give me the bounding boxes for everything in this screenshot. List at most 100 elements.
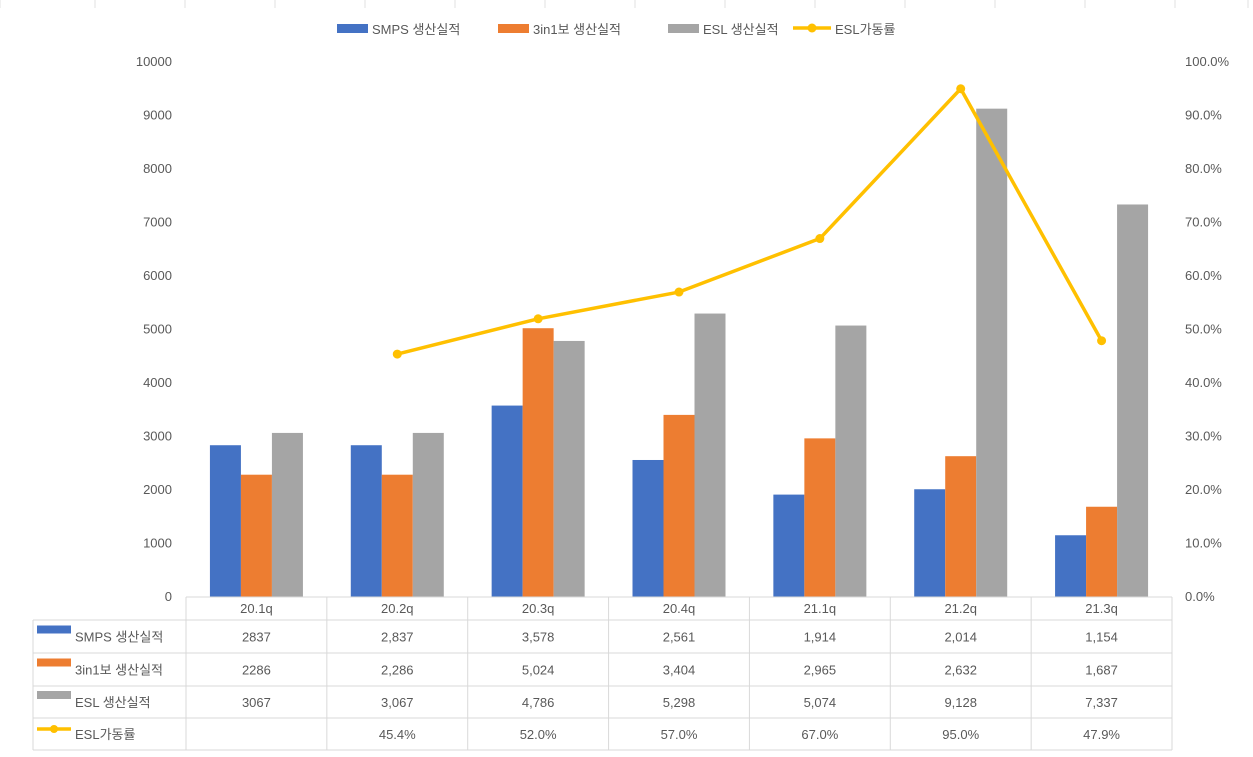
line-point	[392, 349, 402, 359]
bar-2-20.1q	[271, 432, 303, 597]
bar-0-21.2q	[914, 489, 946, 597]
bar-2-21.3q	[1117, 204, 1149, 597]
bar-0-20.1q	[209, 445, 241, 597]
bar-1-20.3q	[522, 328, 554, 597]
y2-tick-label: 70.0%	[1185, 215, 1222, 230]
bar-2-20.2q	[412, 432, 444, 597]
y2-tick-label: 50.0%	[1185, 322, 1222, 337]
y2-tick-label: 0.0%	[1185, 589, 1215, 604]
table-cell: 7,337	[1085, 695, 1118, 710]
y-tick-label: 1000	[143, 536, 172, 551]
legend-item: ESL 생산실적	[668, 22, 779, 37]
table-cell: 2,014	[944, 630, 977, 645]
y-tick-label: 7000	[143, 215, 172, 230]
y2-tick-label: 100.0%	[1185, 54, 1230, 69]
table-cell: 3,404	[663, 663, 696, 678]
bar-1-20.1q	[240, 474, 272, 597]
line-esl-rate	[396, 87, 1104, 356]
table-cell: 3,578	[522, 630, 555, 645]
y-tick-label: 5000	[143, 322, 172, 337]
line-point	[674, 287, 684, 297]
y2-tick-label: 30.0%	[1185, 429, 1222, 444]
bar-0-20.4q	[632, 459, 664, 597]
y2-tick-label: 40.0%	[1185, 375, 1222, 390]
category-label: 20.1q	[240, 601, 273, 616]
table-cell: 5,074	[804, 695, 837, 710]
bar-0-21.3q	[1055, 535, 1087, 597]
bar-2-20.3q	[553, 340, 585, 597]
table-row-label: ESL 생산실적	[75, 695, 151, 710]
table-legend-marker	[50, 725, 58, 733]
y-tick-label: 0	[165, 589, 172, 604]
table-cell: 1,687	[1085, 663, 1118, 678]
table-cell: 47.9%	[1083, 727, 1120, 742]
table-row-label: ESL가동률	[75, 727, 135, 742]
legend-label: SMPS 생산실적	[372, 22, 460, 37]
y2-tick-label: 10.0%	[1185, 536, 1222, 551]
table-legend-key	[37, 625, 71, 634]
table-cell: 2,561	[663, 630, 696, 645]
bar-2-21.1q	[835, 325, 867, 597]
legend-label: 3in1보 생산실적	[533, 22, 621, 37]
legend-item: SMPS 생산실적	[337, 22, 460, 37]
category-label: 20.4q	[663, 601, 696, 616]
legend-label: ESL 생산실적	[703, 22, 779, 37]
y-tick-label: 8000	[143, 161, 172, 176]
category-label: 21.1q	[804, 601, 837, 616]
table-cell: 2837	[242, 630, 271, 645]
y2-tick-label: 20.0%	[1185, 482, 1222, 497]
table-cell: 1,914	[804, 630, 837, 645]
y-tick-label: 2000	[143, 482, 172, 497]
legend-item: ESL가동률	[793, 22, 895, 37]
table-legend-key	[37, 691, 71, 699]
table-cell: 2,286	[381, 663, 414, 678]
table-row-label: SMPS 생산실적	[75, 630, 163, 645]
y-tick-label: 10000	[136, 54, 172, 69]
y-tick-label: 6000	[143, 268, 172, 283]
table-cell: 67.0%	[801, 727, 838, 742]
legend-label: ESL가동률	[835, 22, 895, 37]
legend-item: 3in1보 생산실적	[498, 22, 621, 37]
table-cell: 2,837	[381, 630, 414, 645]
bar-0-21.1q	[773, 494, 805, 597]
bar-2-21.2q	[976, 108, 1008, 597]
table-cell: 3,067	[381, 695, 414, 710]
table-cell: 95.0%	[942, 727, 979, 742]
y-tick-label: 4000	[143, 375, 172, 390]
table-cell: 5,298	[663, 695, 696, 710]
category-label: 20.2q	[381, 601, 414, 616]
category-label: 21.2q	[944, 601, 977, 616]
table-cell: 2286	[242, 663, 271, 678]
line-point	[815, 234, 825, 244]
bar-1-21.2q	[945, 456, 977, 597]
table-cell: 2,632	[944, 663, 977, 678]
bar-1-20.2q	[381, 474, 413, 597]
line-point	[956, 84, 966, 94]
line-point	[1097, 336, 1107, 346]
table-cell: 4,786	[522, 695, 555, 710]
table-cell: 1,154	[1085, 630, 1118, 645]
table-cell: 2,965	[804, 663, 837, 678]
bar-2-20.4q	[694, 313, 726, 597]
bar-0-20.3q	[491, 405, 523, 597]
table-cell: 57.0%	[661, 727, 698, 742]
category-label: 21.3q	[1085, 601, 1118, 616]
category-label: 20.3q	[522, 601, 555, 616]
legend-swatch	[498, 24, 529, 33]
table-cell: 45.4%	[379, 727, 416, 742]
bar-1-21.1q	[804, 438, 836, 597]
legend-swatch	[337, 24, 368, 33]
y-tick-label: 3000	[143, 429, 172, 444]
legend-marker	[807, 23, 817, 33]
table-legend-key	[37, 658, 71, 667]
y2-tick-label: 90.0%	[1185, 108, 1222, 123]
line-point	[533, 314, 543, 324]
table-cell: 3067	[242, 695, 271, 710]
y2-tick-label: 60.0%	[1185, 268, 1222, 283]
table-cell: 52.0%	[520, 727, 557, 742]
table-row-label: 3in1보 생산실적	[75, 663, 163, 678]
bar-1-21.3q	[1086, 506, 1118, 597]
y-tick-label: 9000	[143, 108, 172, 123]
y2-tick-label: 80.0%	[1185, 161, 1222, 176]
